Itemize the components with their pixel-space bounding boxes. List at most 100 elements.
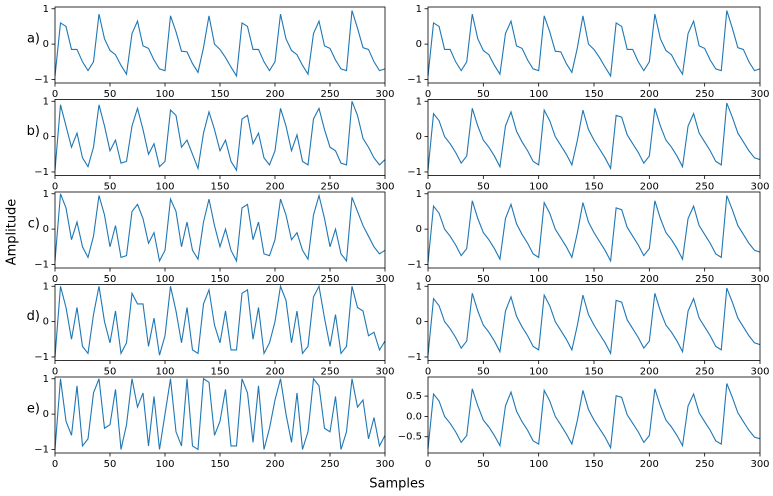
x-tick-label: 250 <box>695 89 714 100</box>
x-tick-label: 50 <box>477 89 490 100</box>
y-tick-label: −1 <box>407 259 422 270</box>
x-tick-label: 50 <box>104 274 117 285</box>
y-tick-label: 1 <box>416 96 422 107</box>
line-series <box>427 102 761 171</box>
x-tick-label: 200 <box>265 459 284 470</box>
x-tick-label: 50 <box>477 459 490 470</box>
x-tick-label: 100 <box>155 274 174 285</box>
x-tick-label: 150 <box>584 367 603 378</box>
line-series <box>427 383 761 450</box>
x-tick-label: 100 <box>529 367 548 378</box>
plot-frame <box>427 6 761 84</box>
line-series <box>54 377 386 451</box>
y-tick-label: −1 <box>407 74 422 85</box>
x-tick-label: 50 <box>477 274 490 285</box>
x-tick-label: 0 <box>52 182 58 193</box>
x-tick-label: 50 <box>104 367 117 378</box>
y-tick-label: 1 <box>43 189 49 200</box>
y-tick-label: −1 <box>34 259 49 270</box>
x-tick-label: 100 <box>155 182 174 193</box>
plot-frame <box>427 191 761 269</box>
x-tick-label: 0 <box>425 274 431 285</box>
plot-frame <box>427 284 761 361</box>
x-tick-label: 200 <box>640 367 659 378</box>
y-tick-label: −1 <box>34 74 49 85</box>
row-label: a) <box>27 32 40 47</box>
y-tick-label: 0 <box>43 39 49 50</box>
x-tick-label: 150 <box>210 274 229 285</box>
x-tick-label: 150 <box>584 459 603 470</box>
x-tick-label: 0 <box>52 89 58 100</box>
x-tick-label: 100 <box>155 459 174 470</box>
line-series <box>54 193 386 263</box>
plot-frame <box>427 99 761 176</box>
y-tick-label: −0.5 <box>398 432 422 443</box>
x-tick-label: 0 <box>52 367 58 378</box>
y-tick-label: −1 <box>34 167 49 178</box>
row-label: d) <box>27 309 40 324</box>
x-axis-label: Samples <box>369 477 425 492</box>
x-tick-label: 250 <box>320 367 339 378</box>
y-tick-label: 0 <box>416 39 422 50</box>
x-tick-label: 250 <box>320 182 339 193</box>
x-tick-label: 0 <box>425 459 431 470</box>
x-tick-label: 200 <box>640 182 659 193</box>
x-tick-label: 50 <box>477 367 490 378</box>
x-tick-label: 300 <box>375 182 394 193</box>
x-tick-label: 250 <box>695 274 714 285</box>
x-tick-label: 150 <box>210 459 229 470</box>
x-tick-label: 100 <box>155 367 174 378</box>
row-label: c) <box>28 217 40 232</box>
y-tick-label: 1 <box>43 4 49 15</box>
x-tick-label: 250 <box>320 459 339 470</box>
x-tick-label: 150 <box>584 274 603 285</box>
x-tick-label: 200 <box>265 182 284 193</box>
x-tick-label: 150 <box>210 89 229 100</box>
x-tick-label: 100 <box>529 182 548 193</box>
plot-frame <box>427 376 761 454</box>
y-tick-label: −1 <box>407 352 422 363</box>
x-tick-label: 150 <box>584 182 603 193</box>
y-tick-label: 1 <box>416 189 422 200</box>
y-tick-label: 1 <box>43 281 49 292</box>
x-tick-label: 200 <box>640 274 659 285</box>
x-tick-label: 300 <box>375 367 394 378</box>
x-tick-label: 300 <box>750 459 769 470</box>
x-tick-label: 0 <box>52 274 58 285</box>
x-tick-label: 100 <box>155 89 174 100</box>
plot-frame <box>54 376 386 454</box>
line-series <box>427 195 761 263</box>
x-tick-label: 50 <box>104 459 117 470</box>
y-tick-label: −1 <box>34 444 49 455</box>
x-tick-label: 150 <box>210 367 229 378</box>
x-tick-label: 200 <box>265 89 284 100</box>
plot-frame <box>54 99 386 176</box>
y-tick-label: 0.0 <box>406 411 422 422</box>
row-label: e) <box>27 402 40 417</box>
y-tick-label: 1 <box>43 374 49 385</box>
x-tick-label: 0 <box>425 367 431 378</box>
x-tick-label: 0 <box>52 459 58 470</box>
x-tick-label: 300 <box>750 89 769 100</box>
line-series <box>427 10 761 78</box>
x-tick-label: 300 <box>750 274 769 285</box>
x-tick-label: 200 <box>640 459 659 470</box>
line-series <box>54 10 386 78</box>
x-tick-label: 150 <box>584 89 603 100</box>
y-tick-label: 0 <box>43 224 49 235</box>
x-tick-label: 100 <box>529 459 548 470</box>
x-tick-label: 250 <box>320 89 339 100</box>
line-series <box>54 284 386 358</box>
x-tick-label: 300 <box>375 459 394 470</box>
y-tick-label: 0 <box>416 132 422 143</box>
y-tick-label: −1 <box>34 352 49 363</box>
x-tick-label: 0 <box>425 89 431 100</box>
x-tick-label: 250 <box>320 274 339 285</box>
x-tick-label: 100 <box>529 89 548 100</box>
x-tick-label: 0 <box>425 182 431 193</box>
x-tick-label: 250 <box>695 182 714 193</box>
x-tick-label: 50 <box>477 182 490 193</box>
line-series <box>54 101 386 172</box>
x-tick-label: 200 <box>640 89 659 100</box>
